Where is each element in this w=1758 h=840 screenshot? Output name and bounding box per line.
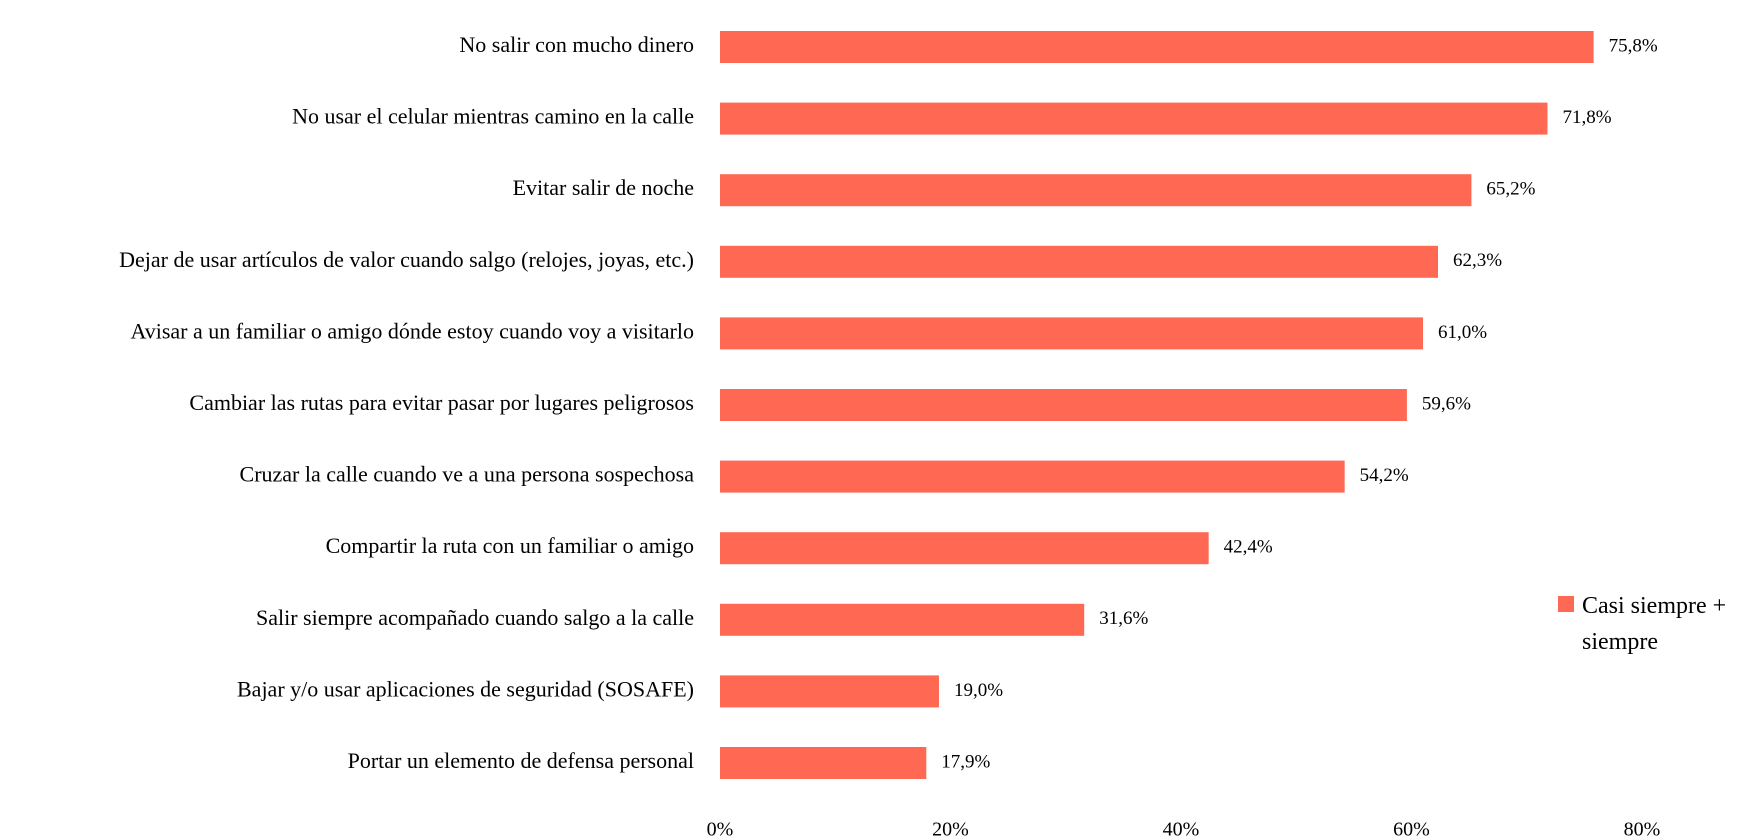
bar xyxy=(720,102,1548,135)
y-tick-label: Portar un elemento de defensa personal xyxy=(348,748,694,773)
bar xyxy=(720,603,1085,636)
x-tick-label: 80% xyxy=(1624,819,1661,840)
data-label: 65,2% xyxy=(1486,179,1535,200)
bar xyxy=(720,389,1407,421)
x-tick-label: 60% xyxy=(1393,819,1430,840)
bar xyxy=(720,747,927,779)
data-label: 54,2% xyxy=(1360,465,1409,486)
data-label: 59,6% xyxy=(1422,393,1471,414)
y-tick-label: Cambiar las rutas para evitar pasar por … xyxy=(189,390,694,415)
y-tick-label: No usar el celular mientras camino en la… xyxy=(292,104,694,129)
legend: Casi siempre + siempre xyxy=(1558,588,1758,660)
data-label: 42,4% xyxy=(1224,537,1273,558)
y-tick-label: Avisar a un familiar o amigo dónde estoy… xyxy=(130,318,694,343)
data-label: 17,9% xyxy=(941,751,990,772)
bar xyxy=(720,460,1345,493)
y-tick-label: Evitar salir de noche xyxy=(513,175,694,200)
x-tick-label: 20% xyxy=(932,819,969,840)
bar xyxy=(720,317,1424,350)
bar xyxy=(720,675,939,708)
data-label: 61,0% xyxy=(1438,322,1487,343)
data-label: 19,0% xyxy=(954,680,1003,701)
legend-label: Casi siempre + siempre xyxy=(1582,593,1727,655)
y-tick-label: Bajar y/o usar aplicaciones de seguridad… xyxy=(237,676,694,701)
data-label: 71,8% xyxy=(1562,107,1611,128)
data-label: 75,8% xyxy=(1609,35,1658,56)
data-label: 62,3% xyxy=(1453,250,1502,271)
legend-swatch xyxy=(1558,596,1574,612)
y-tick-label: Salir siempre acompañado cuando salgo a … xyxy=(256,605,694,630)
bar xyxy=(720,245,1439,278)
bar xyxy=(720,174,1472,207)
y-tick-label: No salir con mucho dinero xyxy=(459,32,694,57)
bar xyxy=(720,31,1594,63)
bar xyxy=(720,532,1209,565)
x-tick-label: 40% xyxy=(1163,819,1200,840)
y-tick-label: Compartir la ruta con un familiar o amig… xyxy=(326,533,694,558)
y-tick-label: Dejar de usar artículos de valor cuando … xyxy=(119,247,694,272)
x-tick-label: 0% xyxy=(707,819,734,840)
y-tick-label: Cruzar la calle cuando ve a una persona … xyxy=(240,462,695,487)
data-label: 31,6% xyxy=(1099,608,1148,629)
